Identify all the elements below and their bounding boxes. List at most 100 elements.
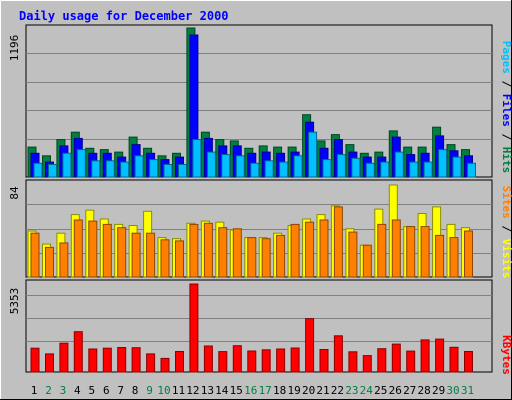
- bar-pages-day-21: [322, 159, 332, 178]
- x-label-day-28: 28: [417, 384, 430, 397]
- bar-sites-day-3: [59, 242, 69, 278]
- x-label-day-29: 29: [432, 384, 445, 397]
- chart-title: Daily usage for December 2000: [19, 9, 229, 23]
- bar-kbytes-day-26: [391, 343, 401, 373]
- bar-sites-day-14: [218, 227, 228, 278]
- bar-kbytes-day-11: [175, 351, 184, 373]
- bar-kbytes-day-17: [261, 349, 271, 373]
- bar-sites-day-4: [73, 219, 83, 278]
- bar-kbytes-day-31: [464, 351, 473, 373]
- bar-sites-day-30: [449, 237, 459, 278]
- bar-pages-day-14: [221, 154, 231, 178]
- legend-sites: Sites: [500, 186, 512, 219]
- bar-pages-day-10: [163, 164, 173, 178]
- x-label-day-16: 16: [244, 384, 257, 397]
- bar-sites-day-20: [305, 221, 315, 278]
- bar-pages-day-7: [120, 161, 130, 178]
- x-label-day-21: 21: [316, 384, 329, 397]
- bar-pages-day-20: [308, 131, 318, 178]
- bar-pages-day-18: [279, 161, 289, 178]
- x-label-day-10: 10: [157, 384, 170, 397]
- panel-hits-files-pages: [25, 24, 493, 178]
- y-max-label-visits: 84: [8, 186, 21, 200]
- bar-pages-day-9: [149, 159, 159, 178]
- legend-visits-sites: Sites / Visits: [500, 186, 512, 279]
- x-label-day-13: 13: [201, 384, 214, 397]
- x-label-day-19: 19: [287, 384, 300, 397]
- legend-kbytes: KBytes: [500, 335, 512, 375]
- x-label-day-6: 6: [103, 384, 110, 397]
- bar-sites-day-26: [391, 219, 401, 278]
- bar-sites-day-8: [131, 232, 141, 278]
- bar-pages-day-16: [250, 162, 260, 178]
- bar-pages-day-19: [293, 155, 303, 178]
- legend-files: Files: [500, 94, 512, 127]
- bar-pages-day-12: [192, 139, 202, 178]
- bar-kbytes-day-20: [305, 318, 315, 373]
- bar-pages-day-26: [394, 151, 404, 178]
- chart-panels: [25, 24, 493, 373]
- legend-pages: Pages: [500, 41, 512, 74]
- bar-sites-day-17: [261, 238, 271, 278]
- x-label-day-5: 5: [88, 384, 95, 397]
- bar-sites-day-11: [175, 240, 184, 278]
- bar-pages-day-13: [206, 151, 216, 178]
- bar-pages-day-4: [76, 149, 86, 178]
- bar-sites-day-18: [276, 234, 286, 278]
- x-label-day-25: 25: [374, 384, 387, 397]
- bar-kbytes-day-10: [160, 357, 170, 373]
- bar-sites-day-16: [247, 237, 257, 278]
- x-label-day-12: 12: [186, 384, 199, 397]
- legend-hits: Hits: [500, 147, 512, 174]
- x-label-day-11: 11: [172, 384, 185, 397]
- x-label-day-20: 20: [302, 384, 315, 397]
- bar-kbytes-day-6: [102, 347, 112, 373]
- bar-kbytes-day-12: [189, 283, 199, 373]
- bar-sites-day-23: [348, 231, 358, 278]
- bar-kbytes-day-13: [203, 345, 213, 373]
- bar-pages-day-3: [62, 152, 72, 178]
- bar-pages-day-1: [33, 162, 43, 178]
- y-max-label-hits: 1196: [8, 35, 21, 62]
- bar-kbytes-day-8: [131, 347, 141, 373]
- x-label-day-24: 24: [360, 384, 374, 397]
- svg-text:Sites / Visits: Sites / Visits: [500, 186, 512, 279]
- bar-pages-day-27: [409, 161, 419, 178]
- bar-kbytes-day-7: [117, 347, 127, 373]
- bar-pages-day-25: [380, 161, 390, 178]
- bar-pages-day-31: [467, 162, 476, 178]
- bar-pages-day-23: [351, 157, 361, 178]
- bar-pages-day-11: [178, 164, 187, 178]
- bar-kbytes-day-25: [377, 348, 387, 373]
- bar-sites-day-12: [189, 223, 199, 278]
- bar-kbytes-day-16: [247, 350, 257, 373]
- bar-pages-day-24: [365, 162, 375, 178]
- legend-kbytes-label: KBytes: [500, 335, 512, 375]
- bar-kbytes-day-24: [362, 355, 372, 373]
- bar-sites-day-19: [290, 223, 300, 278]
- bar-sites-day-21: [319, 219, 329, 278]
- bar-pages-day-28: [423, 161, 433, 178]
- bar-pages-day-8: [134, 155, 144, 178]
- x-label-day-14: 14: [215, 384, 229, 397]
- bar-sites-day-6: [102, 223, 112, 278]
- bar-kbytes-day-4: [73, 331, 83, 373]
- bar-kbytes-day-23: [348, 351, 358, 373]
- x-label-day-2: 2: [45, 384, 52, 397]
- x-label-day-15: 15: [230, 384, 243, 397]
- bar-kbytes-day-28: [420, 339, 430, 373]
- bar-pages-day-15: [235, 155, 245, 178]
- panel-visits-sites: [25, 179, 493, 278]
- svg-text:KBytes: KBytes: [500, 335, 512, 375]
- bar-kbytes-day-2: [45, 353, 54, 373]
- bar-kbytes-day-1: [30, 347, 40, 373]
- bar-sites-day-27: [406, 226, 416, 278]
- bar-sites-day-25: [377, 223, 387, 278]
- x-axis-labels: 1 2 3 4 5 6 7 8 9 10 11 12 13 14 15 16 17 18 19 20 21 22 23 24 2…: [31, 384, 474, 397]
- bar-kbytes-day-21: [319, 349, 329, 373]
- bar-sites-day-5: [88, 220, 98, 278]
- x-label-day-3: 3: [60, 384, 67, 397]
- bar-kbytes-day-14: [218, 351, 228, 373]
- bar-kbytes-day-3: [59, 342, 69, 373]
